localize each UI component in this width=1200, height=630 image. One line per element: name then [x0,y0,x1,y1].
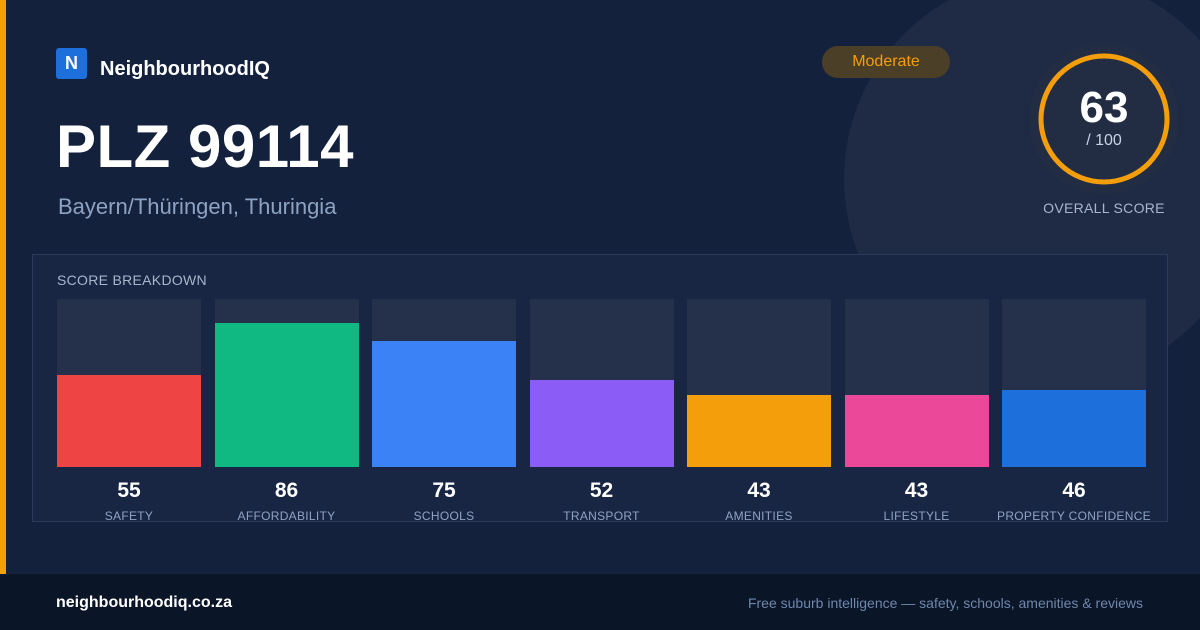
metric-bar-track [687,299,831,467]
metric-value: 43 [904,479,929,502]
metric-bar-track [844,299,989,467]
metric-label: TRANSPORT [563,509,640,523]
location-subtitle: Bayern/Thüringen, Thuringia [58,194,337,219]
page-title: PLZ 99114 [56,113,355,180]
metric-bar-fill [529,379,674,467]
metric-label: PROPERTY CONFIDENCE [997,509,1151,523]
metric-bar-track [214,299,359,467]
overall-score-max: / 100 [1086,132,1122,149]
metric-bar-track [529,299,674,467]
metric-bar-track [1002,299,1146,467]
overall-score-gauge [1029,44,1179,194]
metric-label: AFFORDABILITY [237,509,336,523]
metric-value: 52 [589,479,614,502]
metric-value: 86 [274,479,299,502]
metric-bar-track [57,299,201,467]
breakdown-title: SCORE BREAKDOWN [57,272,207,288]
overall-score-label: OVERALL SCORE [1043,200,1165,216]
metric-bar-fill [687,394,831,467]
metric-value: 43 [747,479,771,502]
metric-label: AMENITIES [725,509,793,523]
accent-stripe [0,0,6,574]
metric-bar-fill [57,374,201,467]
metric-label: LIFESTYLE [883,509,950,523]
metric-value: 55 [117,479,141,502]
gauge-ring [1038,53,1170,185]
brand-name: NeighbourhoodIQ [100,58,270,80]
footer-url-link[interactable]: neighbourhoodiq.co.za [56,594,232,611]
overall-score-value: 63 [1079,83,1129,132]
metric-value: 75 [432,479,456,502]
metric-label: SAFETY [104,509,154,523]
rating-badge: Moderate [822,46,950,78]
metric-bar-track [372,299,516,467]
footer: neighbourhoodiq.co.za Free suburb intell… [0,574,1200,630]
brand-logo-icon: N [56,48,87,79]
score-breakdown-panel: SCORE BREAKDOWN 55 SAFETY 86 AFFORDABILITY 7… [32,254,1168,523]
metric-bar-fill [214,322,359,467]
metric-value: 46 [1062,479,1086,502]
metric-bar-fill [844,394,989,467]
metric-bar-fill [1002,389,1146,467]
footer-tagline: Free suburb intelligence — safety, schoo… [747,595,1143,611]
gauge-background [1029,44,1179,194]
metric-bar-fill [372,341,516,467]
metric-label: SCHOOLS [413,509,475,523]
brand[interactable]: N NeighbourhoodIQ [56,46,270,81]
